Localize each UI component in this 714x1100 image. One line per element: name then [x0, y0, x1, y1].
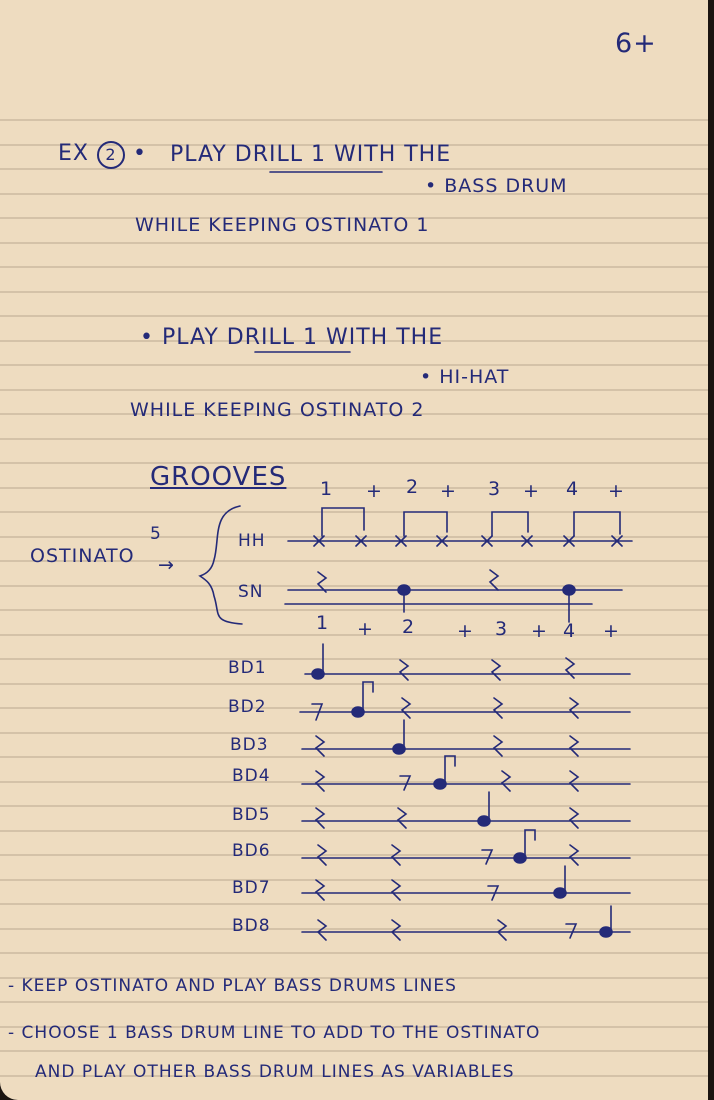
- ostinato-brace: [198, 505, 243, 625]
- bd3-notes: [314, 719, 580, 757]
- count-mid-and-2: +: [457, 620, 474, 642]
- count-top-1: 1: [320, 478, 334, 500]
- instruction-line-3: • PLAY DRILL 1 WITH THE: [140, 325, 444, 350]
- note-line-1: - KEEP OSTINATO AND PLAY BASS DRUMS LINE…: [8, 976, 457, 996]
- sn-label: SN: [238, 582, 264, 602]
- count-top-and-3: +: [523, 480, 540, 502]
- count-top-and-2: +: [440, 480, 457, 502]
- bd7-notes: [314, 865, 567, 901]
- bd1-label: BD1: [228, 658, 267, 678]
- page-number: 6+: [615, 28, 657, 59]
- bullet-bass-drum: • BASS DRUM: [425, 175, 568, 197]
- sn-notes: [316, 569, 576, 623]
- count-mid-3: 3: [495, 618, 509, 640]
- count-top-3: 3: [488, 478, 502, 500]
- bullet-hi-hat: • HI-HAT: [420, 366, 510, 388]
- hh-notes: [313, 507, 623, 547]
- note-line-2: - CHOOSE 1 BASS DRUM LINE TO ADD TO THE …: [8, 1023, 541, 1043]
- bd7-label: BD7: [232, 878, 271, 898]
- bd8-label: BD8: [232, 916, 271, 936]
- instruction-line-2: WHILE KEEPING OSTINATO 1: [135, 214, 430, 236]
- bd4-notes: [314, 755, 580, 792]
- count-top-4: 4: [566, 478, 580, 500]
- count-mid-and-1: +: [357, 618, 374, 640]
- count-mid-2: 2: [402, 616, 416, 638]
- grooves-title: GROOVES: [150, 462, 287, 492]
- bd-staff-lines: [299, 673, 631, 933]
- exercise-number: 2: [96, 141, 125, 169]
- count-top-and-4: +: [608, 480, 625, 502]
- bd6-label: BD6: [232, 841, 271, 861]
- count-top-and-1: +: [366, 480, 383, 502]
- bd1-notes: [311, 643, 576, 681]
- count-mid-1: 1: [316, 612, 330, 634]
- ostinato-number: 5: [150, 524, 162, 544]
- count-top-2: 2: [406, 476, 420, 498]
- count-mid-and-4: +: [603, 620, 620, 642]
- bd8-notes: [316, 905, 613, 941]
- ostinato-arrow: →: [158, 554, 175, 576]
- bd5-label: BD5: [232, 805, 271, 825]
- note-line-3: AND PLAY OTHER BASS DRUM LINES AS VARIAB…: [35, 1062, 515, 1082]
- count-mid-and-3: +: [531, 620, 548, 642]
- count-mid-4: 4: [563, 620, 577, 642]
- hh-label: HH: [238, 531, 266, 551]
- instruction-line-4: WHILE KEEPING OSTINATO 2: [130, 399, 425, 421]
- exercise-label: EX 2 •: [58, 141, 147, 169]
- bd5-notes: [314, 791, 580, 829]
- instruction-line-1: PLAY DRILL 1 WITH THE: [170, 142, 452, 167]
- bd2-notes: [311, 681, 580, 721]
- bd3-label: BD3: [230, 735, 269, 755]
- bd2-label: BD2: [228, 697, 267, 717]
- bd6-notes: [316, 829, 580, 866]
- ostinato-label: OSTINATO: [30, 545, 135, 567]
- bd4-label: BD4: [232, 766, 271, 786]
